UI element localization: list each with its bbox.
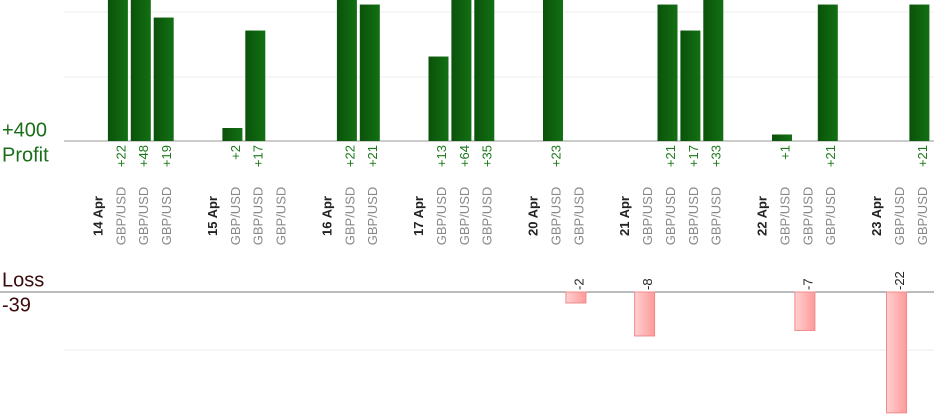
data-label: +33 — [709, 145, 724, 167]
bar — [130, 0, 151, 141]
x-tick-label: GBP/USD — [915, 187, 930, 246]
x-tick-label: GBP/USD — [159, 187, 174, 246]
bar — [543, 0, 563, 141]
x-tick-label: GBP/USD — [709, 187, 724, 246]
x-tick-label: 16 Apr — [319, 196, 334, 236]
data-label: +21 — [915, 145, 930, 167]
data-label: +35 — [480, 145, 495, 167]
bar — [657, 4, 678, 142]
data-label: +22 — [342, 145, 357, 167]
x-tick-label: GBP/USD — [686, 187, 701, 246]
data-label: +48 — [136, 145, 151, 167]
x-tick-label: GBP/USD — [571, 187, 586, 246]
bar — [886, 291, 907, 414]
data-label: +23 — [548, 145, 563, 167]
bar — [772, 134, 792, 141]
bar — [336, 0, 357, 141]
bar — [428, 56, 449, 141]
profit-title: Profit — [2, 144, 49, 166]
x-tick-label: GBP/USD — [548, 187, 563, 246]
x-tick-label: GBP/USD — [823, 187, 838, 246]
data-label: -8 — [640, 278, 655, 290]
x-tick-label: GBP/USD — [113, 187, 128, 246]
x-tick-label: GBP/USD — [800, 187, 815, 246]
bar — [794, 291, 816, 331]
data-label: -7 — [800, 278, 815, 290]
data-label: +17 — [251, 145, 266, 167]
x-tick-label: 21 Apr — [617, 196, 632, 236]
x-tick-label: GBP/USD — [480, 187, 495, 246]
bar — [565, 291, 587, 304]
x-tick-label: GBP/USD — [342, 187, 357, 246]
x-tick-label: GBP/USD — [777, 187, 792, 246]
data-label: +13 — [434, 145, 449, 167]
x-tick-label: 20 Apr — [526, 196, 541, 236]
data-label: +21 — [663, 145, 678, 167]
bar — [703, 0, 724, 141]
bar — [909, 4, 930, 142]
x-tick-label: 17 Apr — [411, 196, 426, 236]
x-tick-label: GBP/USD — [640, 187, 655, 246]
bar — [107, 0, 128, 141]
x-tick-label: 23 Apr — [869, 196, 884, 236]
loss-total: -39 — [2, 294, 31, 316]
x-tick-label: GBP/USD — [663, 187, 678, 246]
data-label: +19 — [159, 145, 174, 167]
x-tick-label: GBP/USD — [892, 187, 907, 246]
x-tick-label: GBP/USD — [251, 187, 266, 246]
loss-title: Loss — [2, 269, 44, 291]
bar — [634, 291, 656, 337]
bar — [222, 128, 243, 141]
x-tick-label: 22 Apr — [755, 196, 770, 236]
data-label: +21 — [365, 145, 380, 167]
bar — [451, 0, 472, 141]
bar — [359, 4, 380, 142]
data-label: -22 — [892, 271, 907, 290]
x-tick-label: GBP/USD — [136, 187, 151, 246]
x-tick-label: GBP/USD — [228, 187, 243, 246]
x-tick-label: 14 Apr — [90, 196, 105, 236]
bar — [153, 17, 174, 142]
bar — [245, 30, 266, 142]
x-tick-label: 15 Apr — [205, 196, 220, 236]
data-label: +2 — [228, 145, 243, 160]
bar — [474, 0, 495, 141]
bar — [817, 4, 838, 142]
data-label: +17 — [686, 145, 701, 167]
profit-total: +400 — [2, 119, 47, 141]
x-tick-label: GBP/USD — [365, 187, 380, 246]
x-tick-label: GBP/USD — [274, 187, 289, 246]
data-label: +64 — [457, 145, 472, 167]
x-tick-label: GBP/USD — [457, 187, 472, 246]
data-label: -2 — [571, 278, 586, 290]
bar — [680, 30, 701, 142]
data-label: +21 — [823, 145, 838, 167]
data-label: +1 — [777, 145, 792, 160]
x-tick-label: GBP/USD — [434, 187, 449, 246]
data-label: +22 — [113, 145, 128, 167]
